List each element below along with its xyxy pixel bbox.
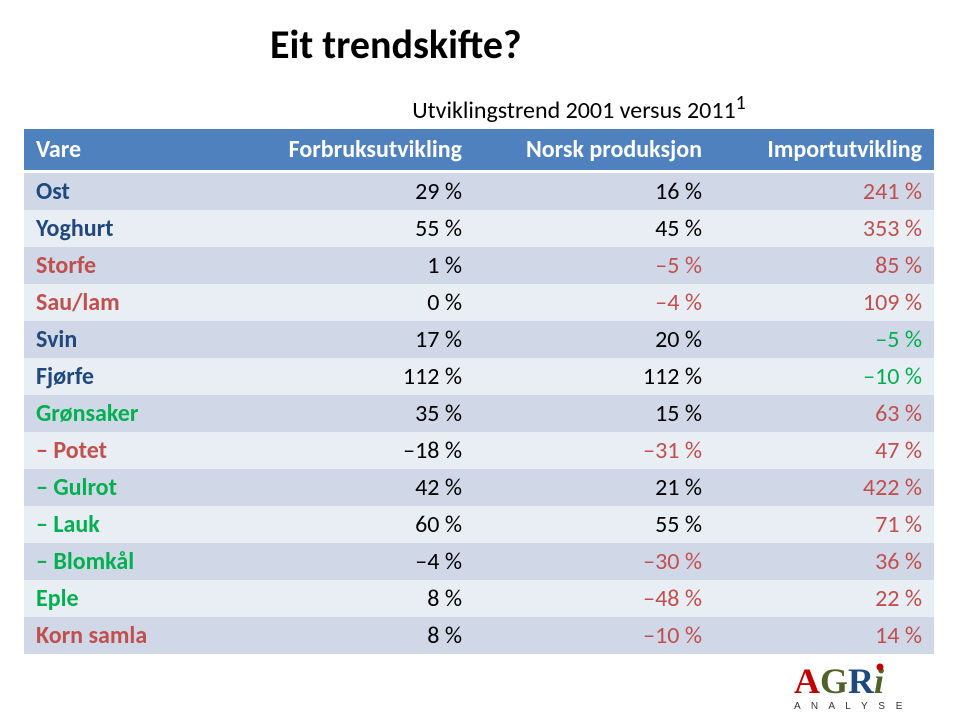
row-value: 42 % xyxy=(224,469,474,506)
row-label: – Potet xyxy=(24,432,224,469)
row-label: Svin xyxy=(24,321,224,358)
row-value: 45 % xyxy=(474,210,714,247)
super-header-text: Utviklingstrend 2001 versus 2011 xyxy=(412,96,735,125)
row-value: –18 % xyxy=(224,432,474,469)
row-label: Fjørfe xyxy=(24,358,224,395)
svg-text:A N A L Y S E: A N A L Y S E xyxy=(794,701,906,712)
row-value: 60 % xyxy=(224,506,474,543)
trend-table: Utviklingstrend 2001 versus 20111 Vare F… xyxy=(24,87,934,654)
table-row: Svin17 %20 %–5 % xyxy=(24,321,934,358)
row-value: 29 % xyxy=(224,172,474,211)
row-value: 112 % xyxy=(224,358,474,395)
table-row: Yoghurt55 %45 %353 % xyxy=(24,210,934,247)
row-value: 8 % xyxy=(224,617,474,654)
row-value: –48 % xyxy=(474,580,714,617)
table-row: Eple8 %–48 %22 % xyxy=(24,580,934,617)
row-value: 85 % xyxy=(714,247,934,284)
table-header-row: Vare Forbruksutvikling Norsk produksjon … xyxy=(24,129,934,172)
row-value: 55 % xyxy=(224,210,474,247)
row-value: 20 % xyxy=(474,321,714,358)
row-label: – Gulrot xyxy=(24,469,224,506)
col-header-vare: Vare xyxy=(24,129,224,172)
table-row: – Gulrot42 %21 %422 % xyxy=(24,469,934,506)
row-value: –31 % xyxy=(474,432,714,469)
row-value: 109 % xyxy=(714,284,934,321)
row-value: –30 % xyxy=(474,543,714,580)
row-value: –10 % xyxy=(714,358,934,395)
row-value: 1 % xyxy=(224,247,474,284)
row-label: Grønsaker xyxy=(24,395,224,432)
table-super-header-row: Utviklingstrend 2001 versus 20111 xyxy=(24,87,934,129)
row-value: 21 % xyxy=(474,469,714,506)
row-label: Ost xyxy=(24,172,224,211)
super-header-sup: 1 xyxy=(736,91,746,115)
row-value: 8 % xyxy=(224,580,474,617)
row-value: 422 % xyxy=(714,469,934,506)
row-value: 22 % xyxy=(714,580,934,617)
table-row: Storfe1 %–5 %85 % xyxy=(24,247,934,284)
table-row: Sau/lam0 %–4 %109 % xyxy=(24,284,934,321)
col-header-forbruk: Forbruksutvikling xyxy=(224,129,474,172)
row-value: 47 % xyxy=(714,432,934,469)
row-label: Yoghurt xyxy=(24,210,224,247)
row-value: 71 % xyxy=(714,506,934,543)
row-label: – Blomkål xyxy=(24,543,224,580)
row-label: Korn samla xyxy=(24,617,224,654)
table-row: Fjørfe112 %112 %–10 % xyxy=(24,358,934,395)
row-value: 16 % xyxy=(474,172,714,211)
row-value: 35 % xyxy=(224,395,474,432)
row-label: – Lauk xyxy=(24,506,224,543)
table-row: – Potet–18 %–31 %47 % xyxy=(24,432,934,469)
table-row: Ost29 %16 %241 % xyxy=(24,172,934,211)
row-value: –4 % xyxy=(224,543,474,580)
agri-analyse-logo: AGRi A N A L Y S E xyxy=(794,659,934,715)
svg-text:AGRi: AGRi xyxy=(794,661,884,701)
table-row: Korn samla8 %–10 %14 % xyxy=(24,617,934,654)
table-row: – Lauk60 %55 %71 % xyxy=(24,506,934,543)
row-value: 17 % xyxy=(224,321,474,358)
row-value: 55 % xyxy=(474,506,714,543)
row-value: –5 % xyxy=(474,247,714,284)
row-value: 241 % xyxy=(714,172,934,211)
row-label: Eple xyxy=(24,580,224,617)
row-label: Sau/lam xyxy=(24,284,224,321)
row-value: 0 % xyxy=(224,284,474,321)
col-header-norsk-produksjon: Norsk produksjon xyxy=(474,129,714,172)
col-header-import: Importutvikling xyxy=(714,129,934,172)
page-title: Eit trendskifte? xyxy=(270,20,960,69)
row-value: –4 % xyxy=(474,284,714,321)
row-value: 353 % xyxy=(714,210,934,247)
row-value: –5 % xyxy=(714,321,934,358)
row-value: –10 % xyxy=(474,617,714,654)
row-value: 14 % xyxy=(714,617,934,654)
row-value: 112 % xyxy=(474,358,714,395)
table-row: – Blomkål–4 %–30 %36 % xyxy=(24,543,934,580)
table-row: Grønsaker35 %15 %63 % xyxy=(24,395,934,432)
row-value: 63 % xyxy=(714,395,934,432)
row-value: 15 % xyxy=(474,395,714,432)
row-label: Storfe xyxy=(24,247,224,284)
row-value: 36 % xyxy=(714,543,934,580)
table-super-header: Utviklingstrend 2001 versus 20111 xyxy=(224,87,934,129)
